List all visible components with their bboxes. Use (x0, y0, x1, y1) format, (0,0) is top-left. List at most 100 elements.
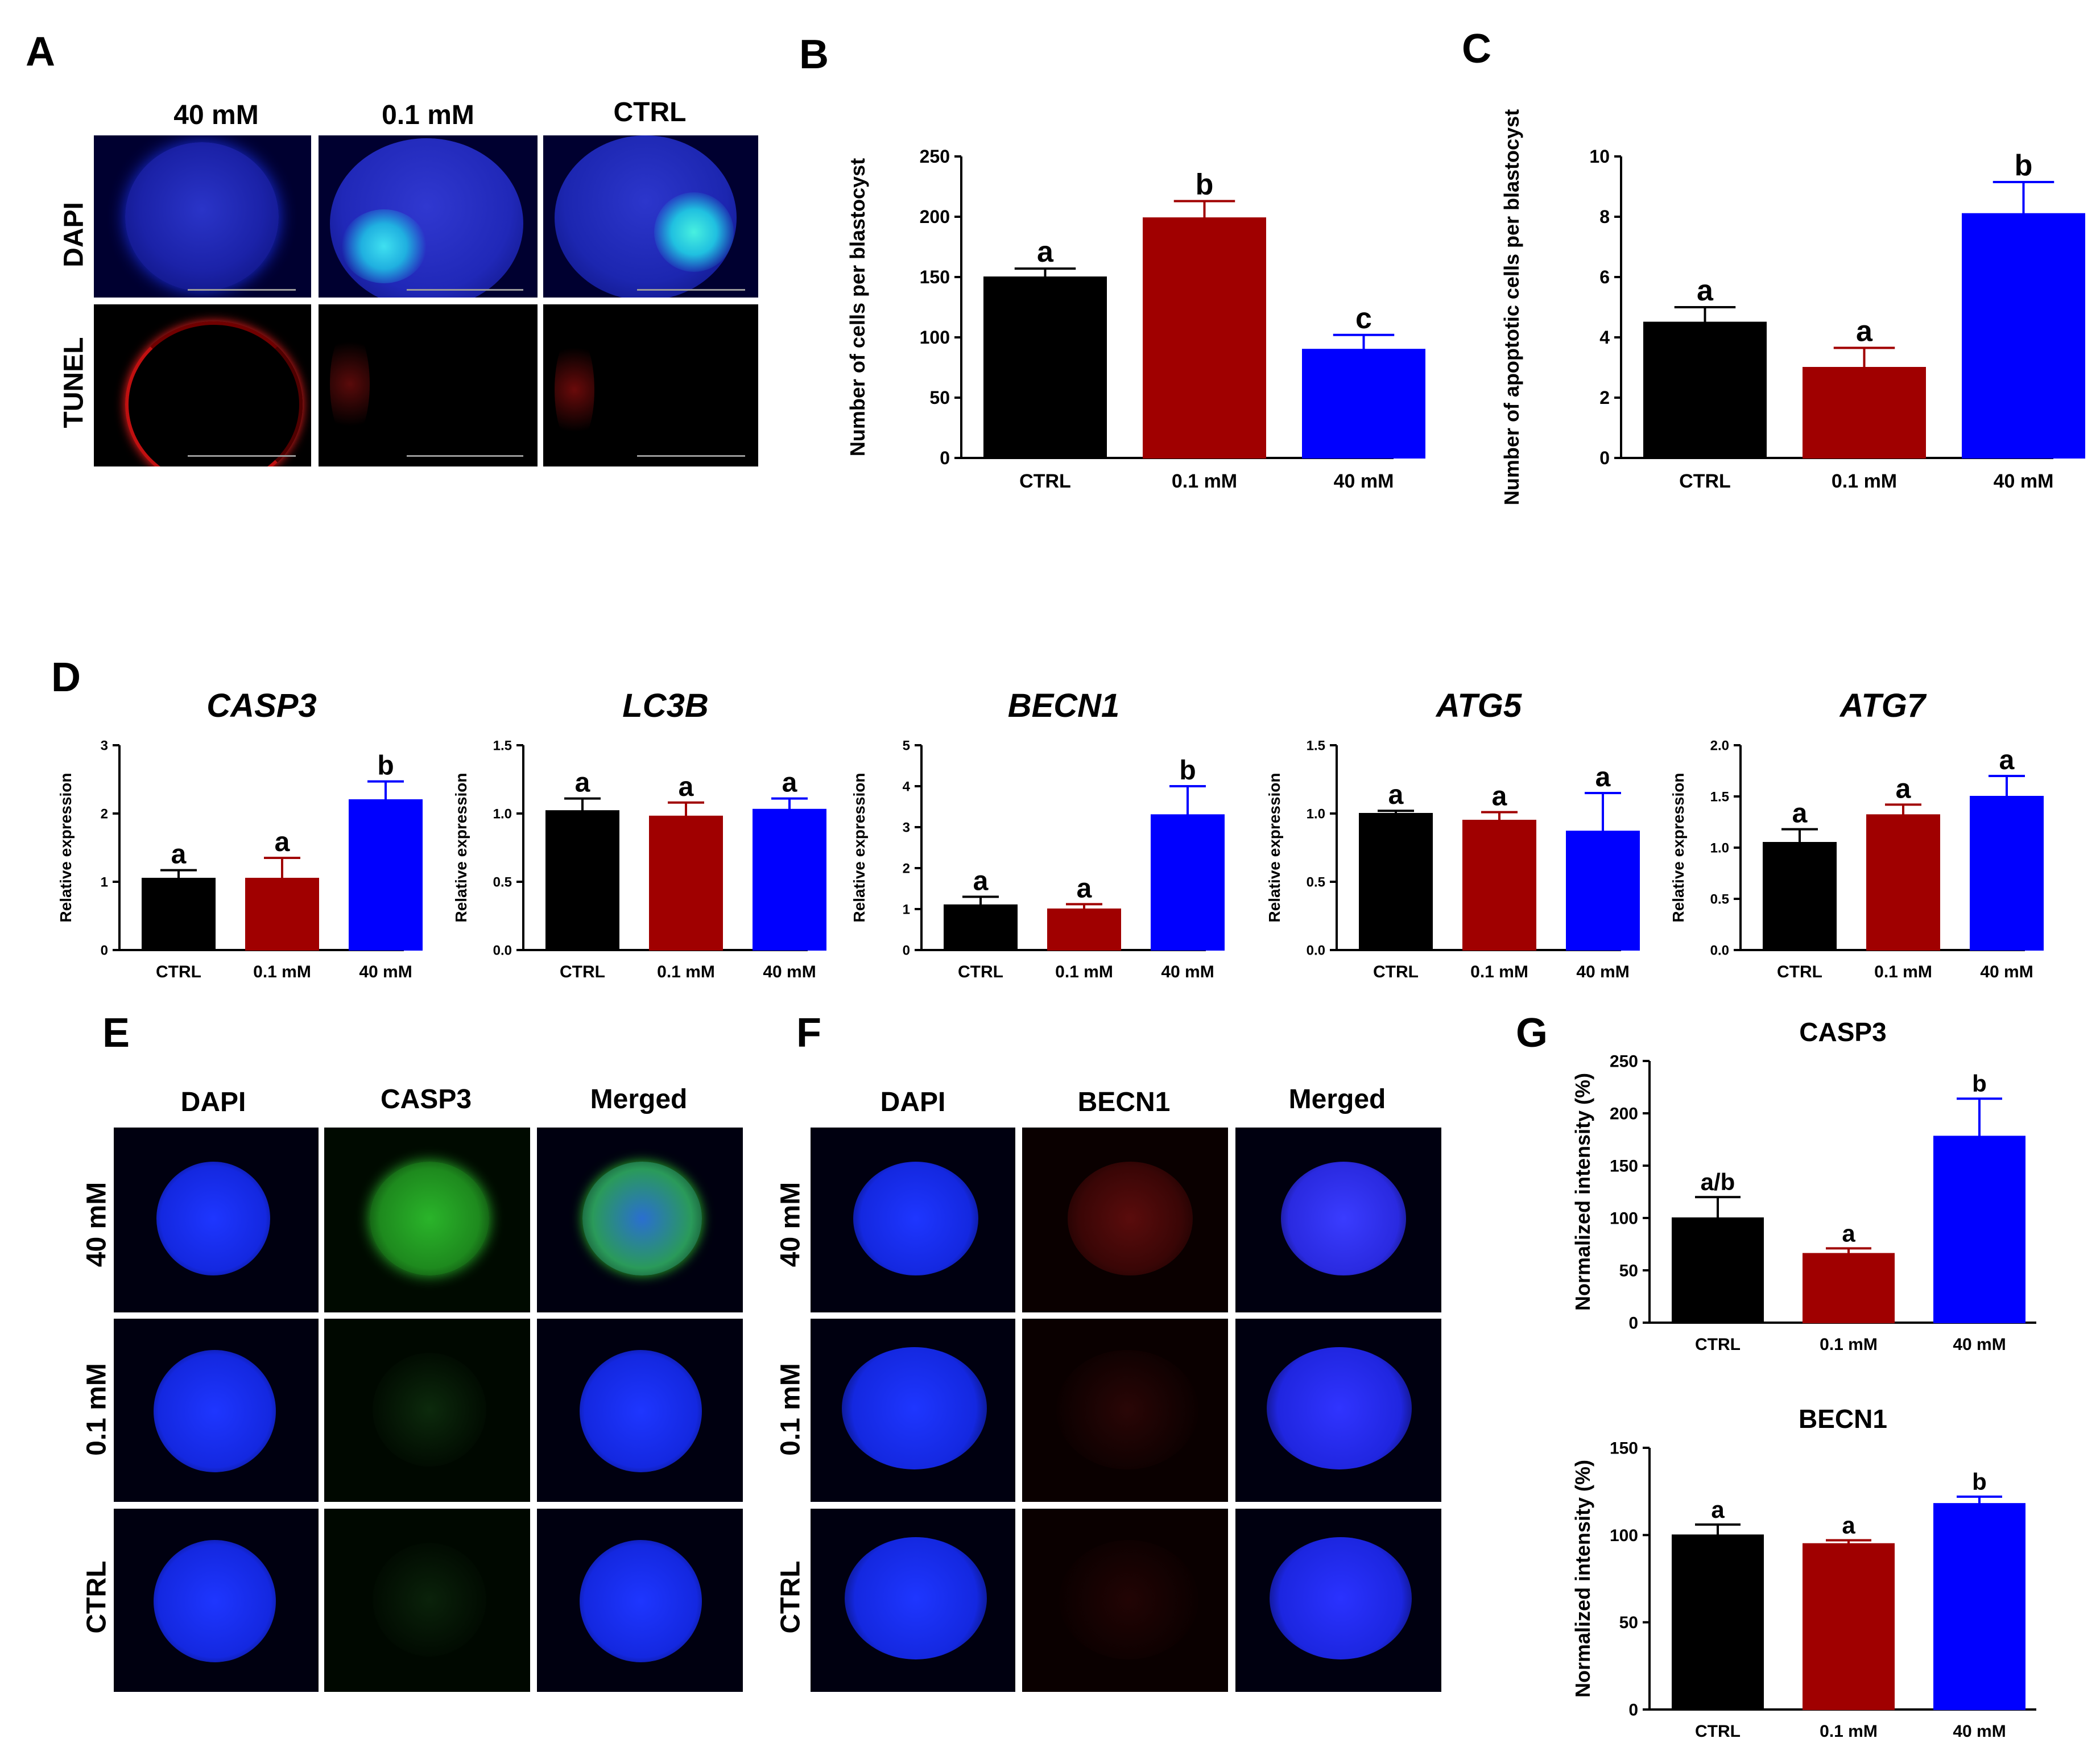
bar (1302, 349, 1425, 459)
bar (1047, 909, 1121, 951)
y-tick-label: 0.5 (493, 874, 512, 890)
bar (1151, 814, 1225, 951)
y-axis-label: Normalized intensity (%) (1571, 1460, 1594, 1698)
x-tick-label: CTRL (560, 963, 605, 981)
chart-d-lc3b: LC3B 0.0 0.5 1.0 1.5 Relative expression a CTRL… (452, 687, 826, 981)
image-a-dapi-01mm (319, 135, 538, 298)
bar (1970, 796, 2044, 951)
image-a-dapi-40mm (94, 135, 311, 298)
y-tick-label: 1.5 (1307, 738, 1325, 753)
y-tick-label: 1.0 (1307, 806, 1325, 821)
significance-letter: a (1595, 762, 1611, 792)
chart-b-cells-per-blastocyst: 0 50 100 150 200 250 Number of cells per blast… (846, 146, 1425, 492)
f-col-header-becn1: BECN1 (1077, 1087, 1171, 1117)
bar (349, 799, 423, 951)
significance-letter: a (1711, 1496, 1725, 1523)
x-tick-label: 0.1 mM (1172, 470, 1237, 492)
bar (1143, 217, 1266, 459)
bar (245, 878, 319, 951)
chart-d-atg5: ATG5 0.0 0.5 1.0 1.5 Relative expression a CTRL… (1266, 687, 1640, 981)
significance-letter: b (377, 751, 394, 781)
significance-letter: a (575, 768, 590, 798)
bar (1933, 1503, 2025, 1710)
x-tick-label: 40 mM (1334, 470, 1394, 492)
y-tick-label: 8 (1599, 207, 1610, 227)
y-axis-label: Relative expression (452, 773, 470, 922)
significance-letter: a (1388, 780, 1404, 810)
y-tick-label: 0 (1628, 1314, 1638, 1333)
y-tick-label: 10 (1589, 146, 1610, 167)
chart-title: CASP3 (1799, 1017, 1886, 1047)
image-e-dapi-ctrl (114, 1509, 319, 1692)
x-tick-label: CTRL (958, 963, 1003, 981)
x-tick-label: 0.1 mM (657, 963, 715, 981)
y-axis-label: Relative expression (850, 773, 868, 922)
bar (1672, 1534, 1764, 1710)
y-tick-label: 3 (101, 738, 108, 753)
bar (944, 904, 1018, 951)
y-tick-label: 1.0 (1710, 840, 1729, 856)
y-tick-label: 4 (1599, 327, 1610, 348)
chart-title: LC3B (622, 687, 708, 724)
bar (1763, 842, 1837, 951)
y-tick-label: 5 (903, 738, 910, 753)
y-tick-label: 2 (101, 806, 108, 821)
bar (1933, 1135, 2025, 1323)
y-tick-label: 50 (1619, 1613, 1638, 1632)
significance-letter: a (1697, 274, 1714, 307)
y-tick-label: 3 (903, 820, 910, 835)
chart-title: BECN1 (1008, 687, 1120, 724)
image-e-dapi-40mm (114, 1128, 319, 1312)
x-tick-label: CTRL (156, 963, 201, 981)
image-f-merged-01mm (1235, 1319, 1441, 1502)
significance-letter: a (1077, 873, 1092, 903)
y-tick-label: 0.0 (1710, 943, 1729, 958)
y-tick-label: 0 (1599, 448, 1610, 468)
significance-letter: a (973, 866, 989, 896)
x-tick-label: CTRL (1695, 1722, 1741, 1741)
significance-letter: a (782, 768, 797, 798)
significance-letter: b (1179, 755, 1196, 786)
y-axis-label: Relative expression (57, 773, 75, 922)
x-tick-label: 0.1 mM (1820, 1722, 1878, 1741)
f-row-label-01mm: 0.1 mM (775, 1363, 806, 1456)
bar (1462, 820, 1536, 951)
y-axis-label: Number of cells per blastocyst (846, 158, 869, 456)
significance-letter: b (1972, 1070, 1987, 1097)
y-tick-label: 1 (903, 902, 910, 917)
y-tick-label: 2 (903, 861, 910, 876)
bar (1566, 831, 1640, 951)
y-tick-label: 50 (929, 387, 950, 408)
bar (142, 878, 216, 951)
y-tick-label: 0 (940, 448, 950, 468)
y-tick-label: 0 (903, 943, 910, 958)
x-tick-label: 40 mM (763, 963, 816, 981)
f-row-label-40mm: 40 mM (775, 1182, 806, 1267)
y-tick-label: 2 (1599, 387, 1610, 408)
x-tick-label: 0.1 mM (1874, 963, 1932, 981)
image-a-tunel-ctrl (543, 304, 758, 466)
y-tick-label: 250 (1610, 1052, 1638, 1071)
x-tick-label: 0.1 mM (1055, 963, 1113, 981)
x-tick-label: CTRL (1679, 470, 1731, 492)
row-label-tunel: TUNEL (59, 337, 89, 428)
chart-g-becn1: BECN1 0 50 100 150 Normalized intensity (%) a C… (1571, 1404, 2036, 1741)
x-tick-label: 0.1 mM (253, 963, 311, 981)
image-e-casp3-40mm (324, 1128, 530, 1312)
y-tick-label: 1.5 (493, 738, 512, 753)
image-f-dapi-40mm (811, 1128, 1015, 1312)
x-tick-label: CTRL (1777, 963, 1822, 981)
y-tick-label: 100 (1610, 1209, 1638, 1228)
image-e-casp3-ctrl (324, 1509, 530, 1692)
x-tick-label: 0.1 mM (1832, 470, 1897, 492)
chart-title: BECN1 (1799, 1404, 1887, 1434)
image-a-tunel-01mm (319, 304, 538, 466)
image-e-merged-ctrl (537, 1509, 743, 1692)
y-tick-label: 1 (101, 874, 108, 890)
image-a-dapi-ctrl (543, 135, 758, 298)
y-axis-label: Number of apoptotic cells per blastocyst (1500, 109, 1523, 505)
y-axis-label: Relative expression (1266, 773, 1283, 922)
significance-letter: b (2015, 149, 2033, 182)
significance-letter: b (1972, 1468, 1987, 1495)
x-tick-label: 0.1 mM (1470, 963, 1528, 981)
